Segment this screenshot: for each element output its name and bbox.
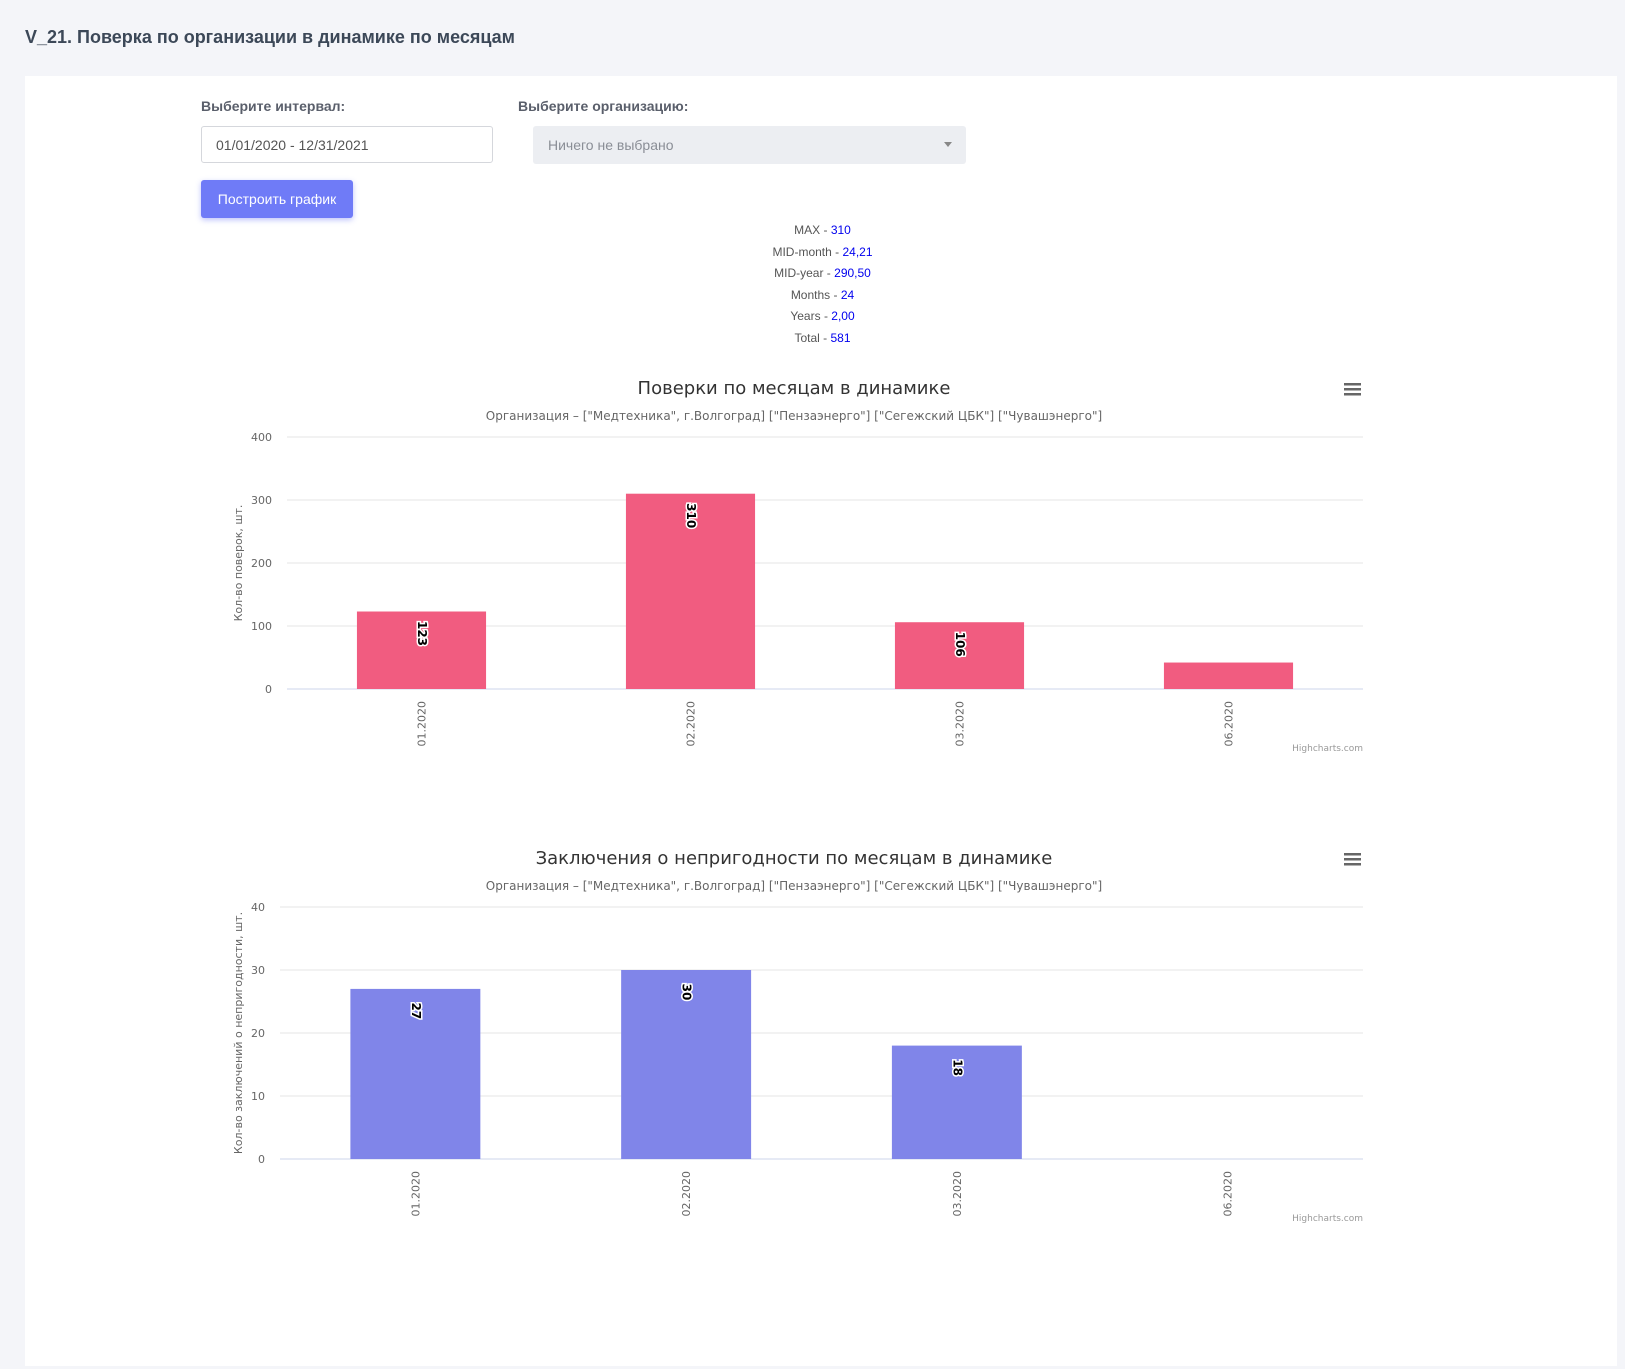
stat-label: Months - [790,287,841,302]
stat-max: MAX - 310 [700,220,945,242]
stat-mid-year: MID-year - 290,50 [700,263,945,285]
bar [891,1045,1022,1159]
verifications-chart: Поверки по месяцам в динамике Организация… [232,378,1363,754]
stat-months: Months - 24 [700,285,945,307]
data-label: 123 [415,621,429,646]
chart-subtitle: Организация – ["Медтехника", г.Волгоград… [486,879,1102,893]
bar [356,611,487,689]
y-tick-label: 0 [265,683,272,696]
menu-icon[interactable] [1344,853,1361,866]
interval-label: Выберите интервал: [201,98,346,114]
stat-value: 290,50 [834,266,871,281]
y-tick-label: 40 [251,901,265,914]
stat-label: MID-month - [772,244,843,259]
build-chart-button[interactable]: Построить график [201,180,353,218]
data-label: 30 [680,984,694,1001]
date-range-input[interactable] [201,126,493,163]
organization-select-placeholder: Ничего не выбрано [548,137,674,153]
stat-value: 24 [840,287,855,302]
x-tick-label: 06.2020 [1222,1171,1235,1217]
x-tick-label: 01.2020 [409,1171,422,1217]
x-tick-label: 03.2020 [954,701,967,747]
chart-title: Поверки по месяцам в динамике [638,378,951,399]
stat-total: Total - 581 [700,328,945,350]
stat-mid-month: MID-month - 24,21 [700,242,945,264]
menu-icon[interactable] [1344,383,1361,396]
credits-link[interactable]: Highcharts.com [1292,1214,1363,1224]
unfitness-chart: Заключения о непригодности по месяцам в … [232,848,1363,1224]
bar [894,622,1025,689]
stat-label: MAX - [794,223,831,237]
stat-years: Years - 2,00 [700,306,945,328]
y-axis-title: Кол-во поверок, шт. [232,505,245,622]
data-label: 310 [684,503,698,528]
organization-select[interactable]: Ничего не выбрано [533,126,966,164]
y-tick-label: 300 [251,494,272,507]
data-label: 18 [950,1059,964,1076]
bar [350,988,481,1159]
bar [1163,662,1294,689]
stat-label: Years - [790,309,832,324]
y-tick-label: 20 [251,1027,265,1040]
chart-subtitle: Организация – ["Медтехника", г.Волгоград… [486,409,1102,423]
y-tick-label: 0 [258,1153,265,1166]
y-axis-title: Кол-во заключений о непригодности, шт. [232,912,245,1154]
page-header: V_21. Поверка по организации в динамике … [0,0,1625,74]
y-tick-label: 400 [251,431,272,444]
stat-value: 24,21 [842,244,873,259]
x-tick-label: 02.2020 [685,701,698,747]
data-label: 106 [953,632,967,657]
chart-title: Заключения о непригодности по месяцам в … [536,848,1053,869]
content-card [25,76,1617,1366]
page-title: V_21. Поверка по организации в динамике … [25,27,515,47]
bar [621,970,752,1159]
stat-label: MID-year - [774,266,835,281]
x-tick-label: 02.2020 [680,1171,693,1217]
x-tick-label: 01.2020 [416,701,429,747]
y-tick-label: 200 [251,557,272,570]
stat-label: Total - [794,330,831,345]
y-tick-label: 30 [251,964,265,977]
stat-value: 581 [830,330,851,345]
y-tick-label: 100 [251,620,272,633]
bar [625,493,756,689]
data-label: 27 [409,1003,423,1020]
chevron-down-icon [944,142,952,147]
y-tick-label: 10 [251,1090,265,1103]
stat-value: 2,00 [831,309,855,324]
organization-label: Выберите организацию: [518,98,689,114]
stat-value: 310 [830,223,851,237]
x-tick-label: 03.2020 [951,1171,964,1217]
stats-block: MAX - 310 MID-month - 24,21 MID-year - 2… [700,220,945,350]
x-tick-label: 06.2020 [1223,701,1236,747]
credits-link[interactable]: Highcharts.com [1292,744,1363,754]
